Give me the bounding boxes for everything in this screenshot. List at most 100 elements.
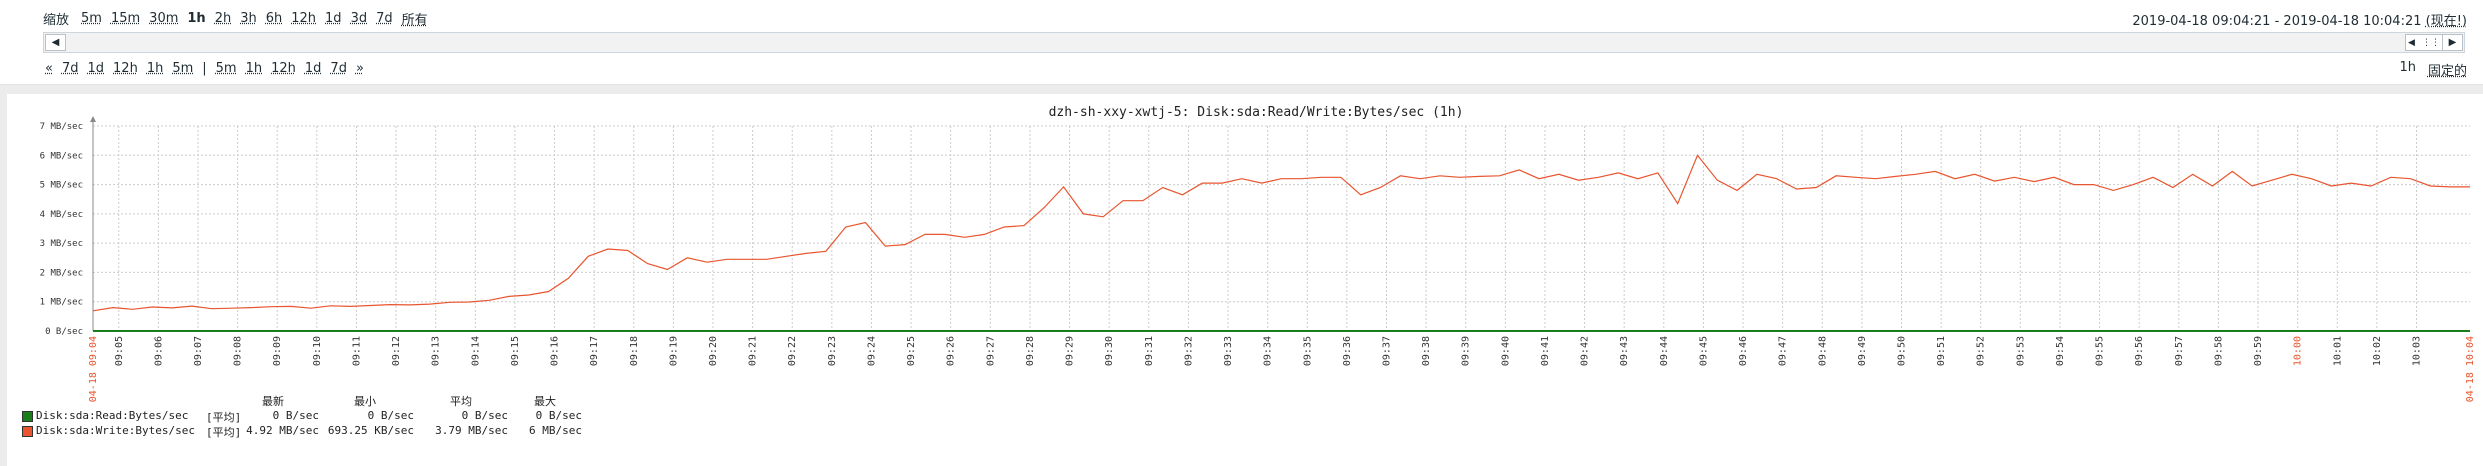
x-tick-label: 09:45 [1698,336,1709,366]
x-tick-label: 09:54 [2055,336,2066,366]
x-tick-label: 09:37 [1381,336,1392,366]
x-tick-label: 09:05 [114,336,125,366]
nav-forward-1h[interactable]: 1h [245,60,263,76]
period-size: 1h [2399,60,2416,75]
x-tick-label: 09:36 [1342,336,1353,366]
y-tick-label: 0 B/sec [45,327,83,337]
x-tick-label: 09:50 [1897,336,1908,366]
y-axis-arrow-icon [90,116,96,122]
x-axis-labels: 09:05 09:06 09:07 09:08 09:09 09:10 09:11 09:12… [88,336,2476,402]
x-tick-label: 09:19 [668,336,679,366]
nav-forward-arrows[interactable]: » [355,60,364,76]
x-tick-label: 09:29 [1065,336,1076,366]
fixed-period-link[interactable]: 固定的 [2427,64,2467,79]
legend-avg: 0 B/sec [461,409,508,422]
nav-forward-7d[interactable]: 7d [330,60,347,76]
x-tick-label: 09:12 [391,336,402,366]
chart-grid [90,116,2470,332]
arrow-right-icon: ▶ [2448,37,2457,48]
legend-min: 693.25 KB/sec [327,424,414,437]
legend-header-cell: 平均 [450,395,472,408]
chart-title: dzh-sh-xxy-xwtj-5: Disk:sda:Read/Write:B… [1049,105,1464,120]
legend-header-cell: 最小 [354,395,376,408]
handle-left-arrow-icon: ◀ [2408,37,2415,48]
legend-avg: 3.79 MB/sec [435,424,508,437]
legend-item-name: Disk:sda:Write:Bytes/sec [36,424,195,437]
x-tick-label: 09:17 [589,336,600,366]
period-range: 2019-04-18 09:04:21 - 2019-04-18 10:04:2… [2132,10,2467,29]
timeline-scrollbar[interactable]: ◀ ◀ ⋮⋮ ▶ [43,32,2465,53]
nav-forward-1d[interactable]: 1d [304,60,322,76]
x-tick-label: 09:22 [787,336,798,366]
x-tick-label: 09:08 [233,336,244,366]
nav-back-7d[interactable]: 7d [61,60,79,76]
x-start-label: 04-18 09:04 [88,336,99,402]
x-tick-label: 09:48 [1817,336,1828,366]
y-tick-label: 7 MB/sec [40,122,83,132]
legend-last: 0 B/sec [272,409,319,422]
x-tick-label: 09:30 [1104,336,1115,366]
x-tick-label: 09:26 [946,336,957,366]
x-tick-label: 10:03 [2412,336,2423,366]
zoom-6h[interactable]: 6h [265,10,283,26]
time-filter-panel: 缩放 5m 15m 30m 1h 2h 3h 6h 12h 1d 3d 7d 所… [0,0,2483,85]
legend-function: [平均] [206,411,242,424]
x-tick-label: 09:55 [2095,336,2106,366]
x-tick-label: 09:09 [272,336,283,366]
legend-color-swatch [22,426,33,437]
zoom-5m[interactable]: 5m [81,10,102,26]
nav-back-1h[interactable]: 1h [146,60,164,76]
y-tick-label: 5 MB/sec [40,181,83,191]
x-tick-label: 09:06 [153,336,164,366]
x-tick-label: 09:58 [2213,336,2224,366]
arrow-left-icon: ◀ [51,37,60,48]
y-tick-label: 6 MB/sec [40,151,83,161]
period-now-link[interactable]: (现在!) [2425,14,2467,29]
legend-color-swatch [22,411,33,422]
zoom-7d[interactable]: 7d [376,10,393,26]
x-tick-label: 09:43 [1619,336,1630,366]
zoom-2h[interactable]: 2h [214,10,232,26]
nav-forward-5m[interactable]: 5m [215,60,237,76]
zoom-3h[interactable]: 3h [240,10,257,26]
x-tick-label: 09:52 [1976,336,1987,366]
x-tick-label: 09:49 [1857,336,1868,366]
y-tick-label: 4 MB/sec [40,210,83,220]
zoom-12h[interactable]: 12h [291,10,317,26]
x-tick-label: 09:28 [1025,336,1036,366]
zoom-1d[interactable]: 1d [325,10,342,26]
zoom-30m[interactable]: 30m [149,10,179,26]
nav-back-arrows[interactable]: « [45,60,53,76]
legend-header-cell: 最大 [534,395,556,408]
x-tick-label: 09:35 [1302,336,1313,366]
x-tick-label: 09:47 [1778,336,1789,366]
zoom-1h[interactable]: 1h [187,10,206,26]
x-tick-label: 09:39 [1461,336,1472,366]
x-tick-label: 09:34 [1263,336,1274,366]
x-tick-label: 10:00 [2293,336,2304,366]
zoom-15m[interactable]: 15m [110,10,141,26]
x-tick-label: 09:24 [866,336,877,366]
scroll-right-button[interactable]: ▶ [2442,34,2463,51]
x-tick-label: 09:51 [1936,336,1947,366]
legend-row: Disk:sda:Read:Bytes/sec [平均] 0 B/sec 0 B/se… [22,409,602,424]
legend-item-name: Disk:sda:Read:Bytes/sec [36,409,189,422]
write-series-line [92,154,2470,312]
nav-back-5m[interactable]: 5m [172,60,194,76]
legend-min: 0 B/sec [367,409,414,422]
nav-back-12h[interactable]: 12h [113,60,138,76]
graph-panel [7,94,2483,466]
x-tick-label: 09:10 [312,336,323,366]
zoom-3d[interactable]: 3d [350,10,368,26]
scroll-left-button[interactable]: ◀ [45,34,66,51]
x-tick-label: 09:15 [510,336,521,366]
nav-forward-12h[interactable]: 12h [271,60,296,76]
zoom-all[interactable]: 所有 [401,12,428,28]
period-to: 2019-04-18 10:04:21 [2283,14,2422,29]
y-tick-label: 2 MB/sec [40,268,83,278]
x-tick-label: 10:01 [2332,336,2343,366]
x-tick-label: 09:18 [629,336,640,366]
nav-back-1d[interactable]: 1d [87,60,105,76]
zoom-label: 缩放 [43,12,70,28]
